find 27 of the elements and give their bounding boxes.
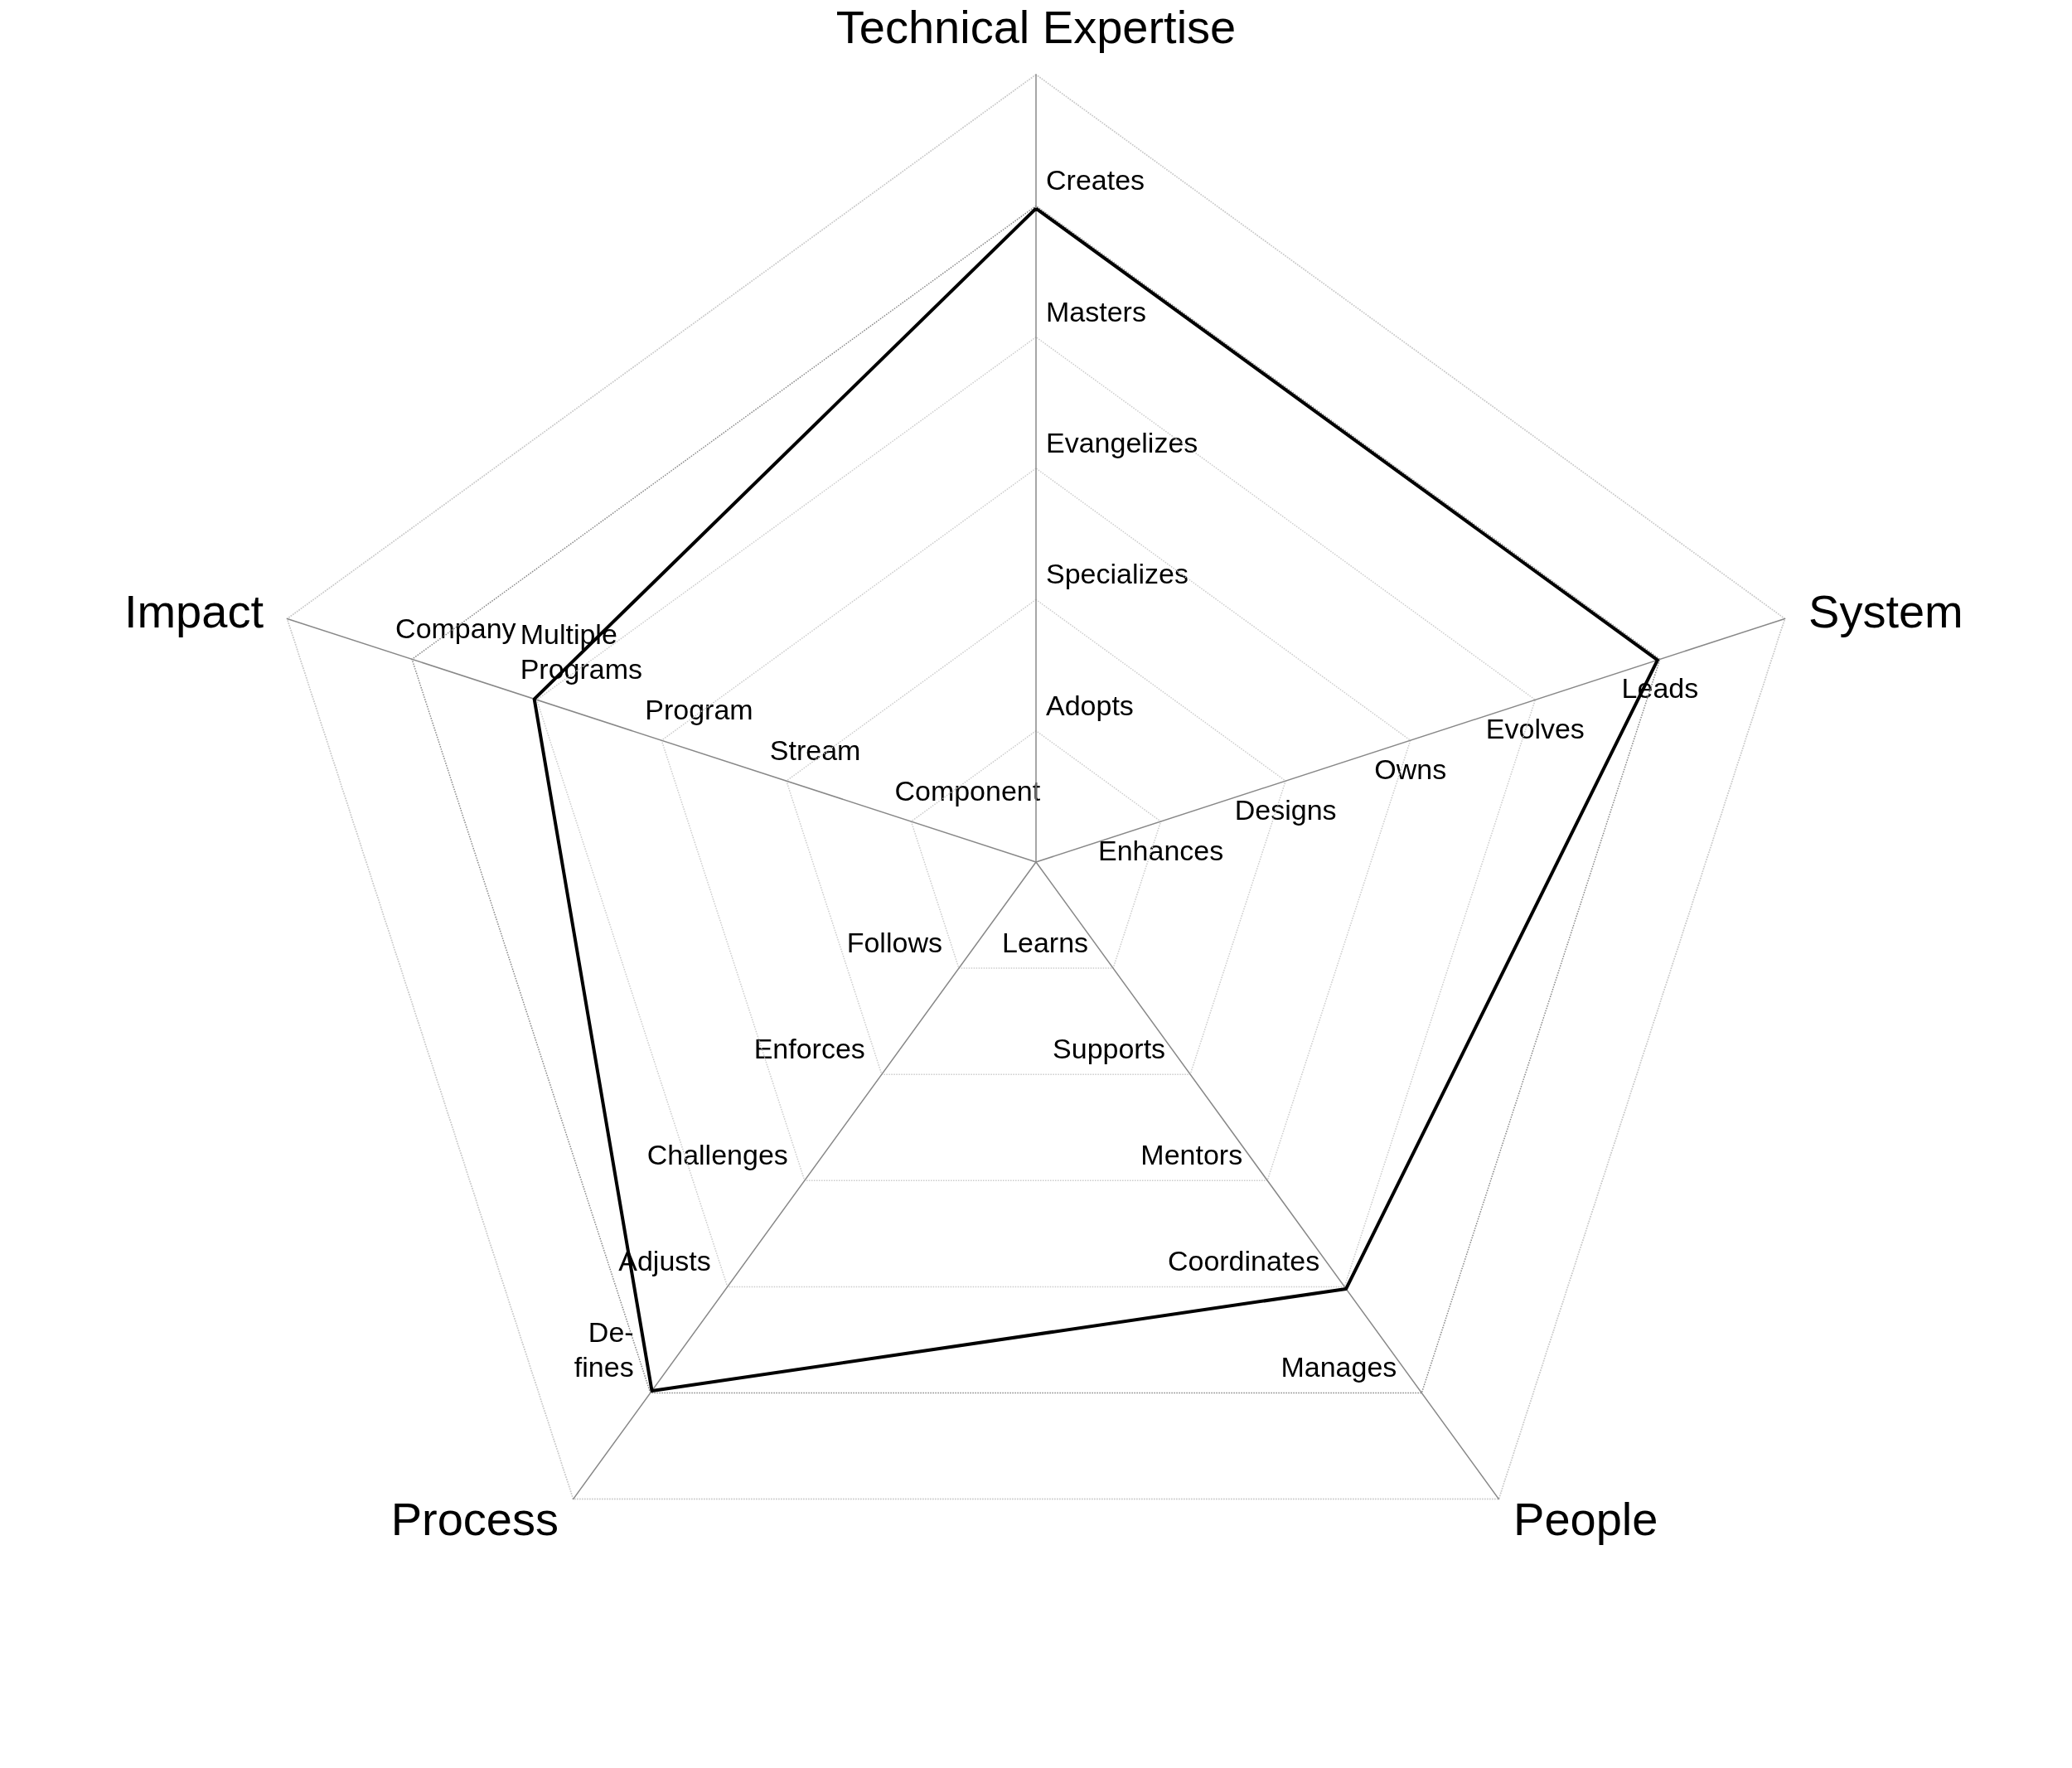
- text: Supports: [1053, 1033, 1166, 1065]
- text: Follows: [846, 927, 942, 959]
- text: Owns: [1374, 753, 1447, 786]
- spoke-label: Impact: [123, 584, 264, 637]
- text: Enforces: [753, 1033, 865, 1065]
- text: Program: [645, 694, 753, 726]
- text: Component: [894, 775, 1041, 807]
- text: Adopts: [1046, 689, 1134, 721]
- spoke-label: Technical Expertise: [835, 0, 1237, 53]
- text: Creates: [1046, 164, 1145, 196]
- text: Enhances: [1097, 835, 1224, 867]
- text: Company: [395, 613, 516, 645]
- text: Evangelizes: [1046, 427, 1198, 458]
- text: Challenges: [646, 1139, 788, 1171]
- text: De- fines: [574, 1316, 634, 1383]
- text: Mentors: [1140, 1139, 1243, 1171]
- text: Manages: [1280, 1351, 1397, 1383]
- spoke-label: Process: [390, 1493, 559, 1546]
- spoke-label: System: [1808, 584, 1963, 637]
- text: Learns: [1002, 927, 1089, 959]
- spoke-label: People: [1513, 1493, 1658, 1546]
- text: Specializes: [1046, 558, 1188, 590]
- text: Masters: [1046, 295, 1146, 327]
- text: Evolves: [1485, 713, 1585, 745]
- text: Stream: [769, 734, 861, 767]
- text: Designs: [1234, 794, 1337, 826]
- text: Coordinates: [1167, 1245, 1320, 1277]
